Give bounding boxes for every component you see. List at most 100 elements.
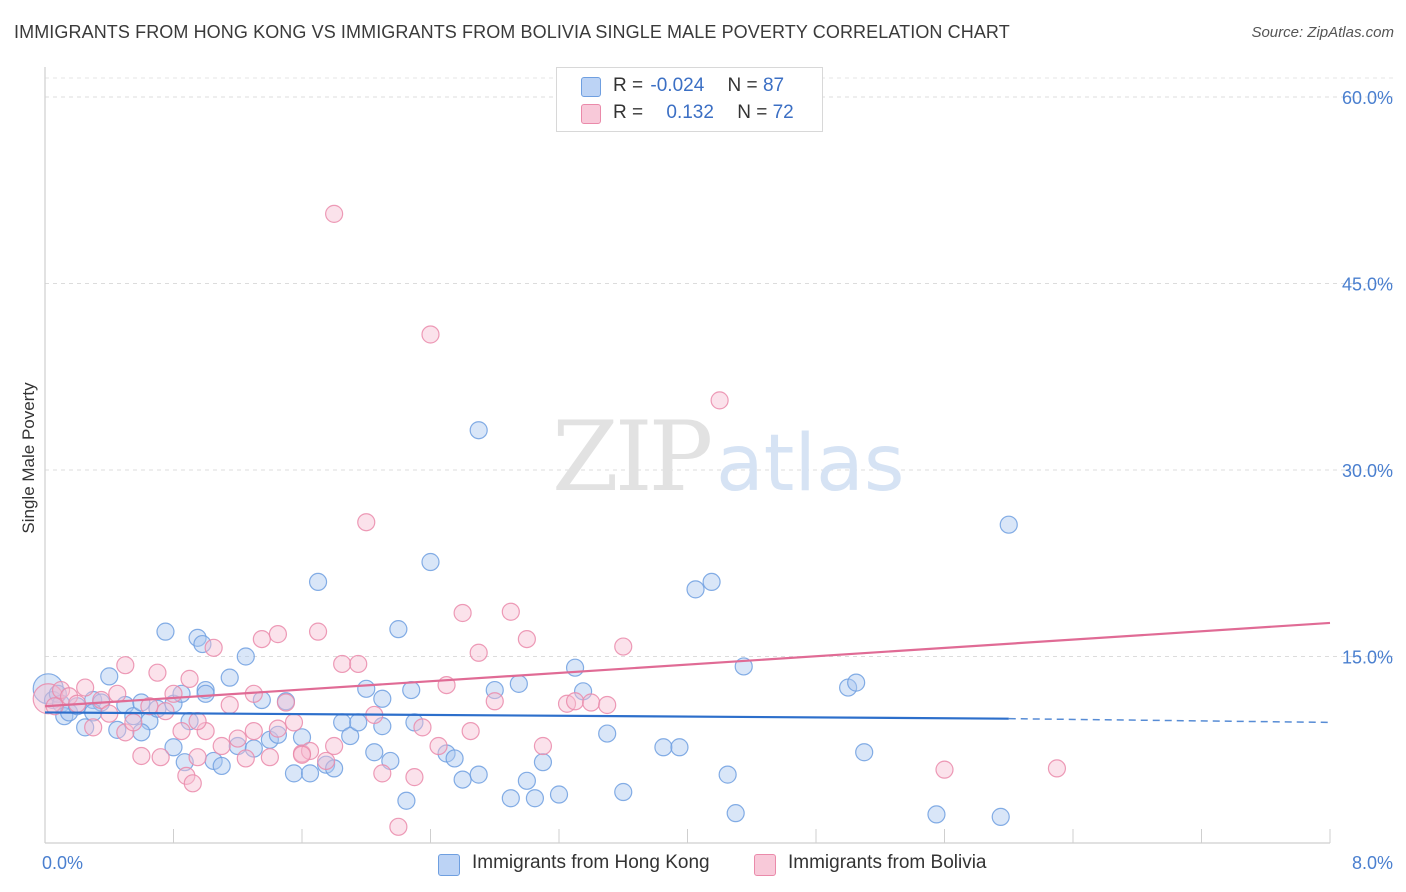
hong-kong-point-10 [100,667,119,686]
bolivia-point-55 [501,602,520,621]
bolivia-point-59 [565,692,585,711]
bolivia-point-22 [183,774,202,793]
hong-kong-point-46 [365,743,384,762]
bolivia-point-52 [461,721,480,741]
y-tick-label-15: 15.0% [1342,648,1393,668]
bolivia-point-40 [325,736,344,756]
hong-kong-point-63 [533,753,553,772]
hong-kong-point-78 [855,743,874,762]
hong-kong-point-45 [357,679,376,698]
series-legend: Immigrants from Hong Kong Immigrants fro… [0,852,1406,878]
hong-kong-point-79 [927,805,946,824]
hong-kong-point-70 [670,738,689,757]
bolivia-point-32 [260,748,279,767]
bolivia-point-25 [204,638,223,657]
hong-kong-point-56 [453,770,472,789]
hong-kong-point-59 [501,789,520,808]
bolivia-point-18 [164,684,183,703]
hong-kong-point-38 [300,764,320,783]
bolivia-point-60 [582,693,601,712]
y-tick-label-60: 60.0% [1342,88,1393,108]
bolivia-point-31 [252,629,271,649]
bolivia-point-53 [469,643,488,662]
hong-kong-point-55 [445,749,464,768]
bolivia-point-11 [116,656,135,675]
legend-label-hong-kong: Immigrants from Hong Kong [472,852,710,873]
bolivia-point-21 [180,669,199,688]
correlation-legend: R = -0.024 N = 87 R = 0.132 N = 72 [556,67,823,132]
bolivia-point-19 [172,721,191,741]
hong-kong-point-50 [397,791,416,810]
hong-kong-point-65 [565,658,585,677]
hong-kong-point-71 [686,580,705,599]
bolivia-point-65 [325,204,344,223]
bolivia-point-51 [453,603,472,623]
bolivia-point-15 [148,663,167,682]
hong-kong-point-62 [525,789,545,808]
source-label: Source: ZipAtlas.com [1251,24,1394,41]
x-tick-labels: 0.0% 8.0% [42,853,1393,873]
hong-kong-point-72 [702,572,721,592]
legend-swatch-bolivia [581,104,601,124]
legend-swatch-hong-kong [581,77,601,97]
bolivia-point-41 [333,654,352,674]
hong-kong-point-77 [847,673,866,692]
trend-line-hong-kong-extrapolated [1008,717,1331,724]
bolivia-point-35 [284,713,304,732]
hong-kong-point-23 [188,628,207,647]
bolivia-point-27 [220,695,239,715]
hong-kong-point-51 [402,680,421,700]
hong-kong-point-49 [389,620,408,639]
bolivia-point-43 [357,513,376,532]
hong-kong-point-24 [193,634,212,654]
hong-kong-point-18 [164,738,183,757]
bolivia-point-49 [421,325,440,344]
x-tick-label-max: 8.0% [1352,853,1393,873]
hong-kong-point-80 [991,807,1010,826]
legend-swatch-hong-kong-bottom [438,854,460,876]
legend-swatch-bolivia-bottom [754,854,776,876]
hong-kong-point-28 [220,668,239,687]
series-bolivia-points [32,204,1067,836]
bolivia-point-20 [177,766,196,785]
bolivia-point-13 [132,746,151,766]
hong-kong-point-53 [421,552,440,572]
bolivia-point-71 [598,695,617,715]
bolivia-point-39 [316,751,336,771]
hong-kong-point-44 [349,713,368,732]
y-tick-label-45: 45.0% [1342,275,1393,295]
hong-kong-point-64 [549,785,569,804]
hong-kong-point-69 [654,738,673,757]
bolivia-point-9 [108,684,127,703]
hong-kong-point-67 [598,724,617,743]
hong-kong-point-61 [517,771,536,790]
bolivia-point-33 [268,625,288,644]
bolivia-point-16 [151,748,170,767]
watermark: ZIP atlas [552,401,905,513]
hong-kong-point-17 [156,622,175,641]
bolivia-point-6 [84,718,103,737]
hong-kong-point-27 [212,756,231,776]
y-tick-label-30: 30.0% [1342,461,1393,481]
x-tick-label-min: 0.0% [42,853,83,873]
bolivia-point-69 [292,745,312,764]
bolivia-point-45 [373,764,392,783]
hong-kong-point-73 [718,765,737,784]
watermark-zip: ZIP [552,401,711,513]
y-tick-labels: 15.0% 30.0% 45.0% 60.0% [1342,88,1393,668]
grid-lines [45,77,1393,657]
bolivia-point-17 [156,702,175,721]
bolivia-point-54 [485,692,504,711]
y-axis-label: Single Male Poverty [19,382,38,534]
bolivia-point-57 [533,736,553,756]
bolivia-point-5 [76,678,95,697]
hong-kong-point-74 [726,804,745,823]
bolivia-point-70 [429,736,448,756]
bolivia-point-28 [228,729,247,748]
bolivia-point-67 [188,712,207,731]
bolivia-point-34 [276,693,296,712]
bolivia-point-26 [212,736,231,756]
hong-kong-point-39 [308,572,328,592]
bolivia-point-12 [124,713,143,732]
